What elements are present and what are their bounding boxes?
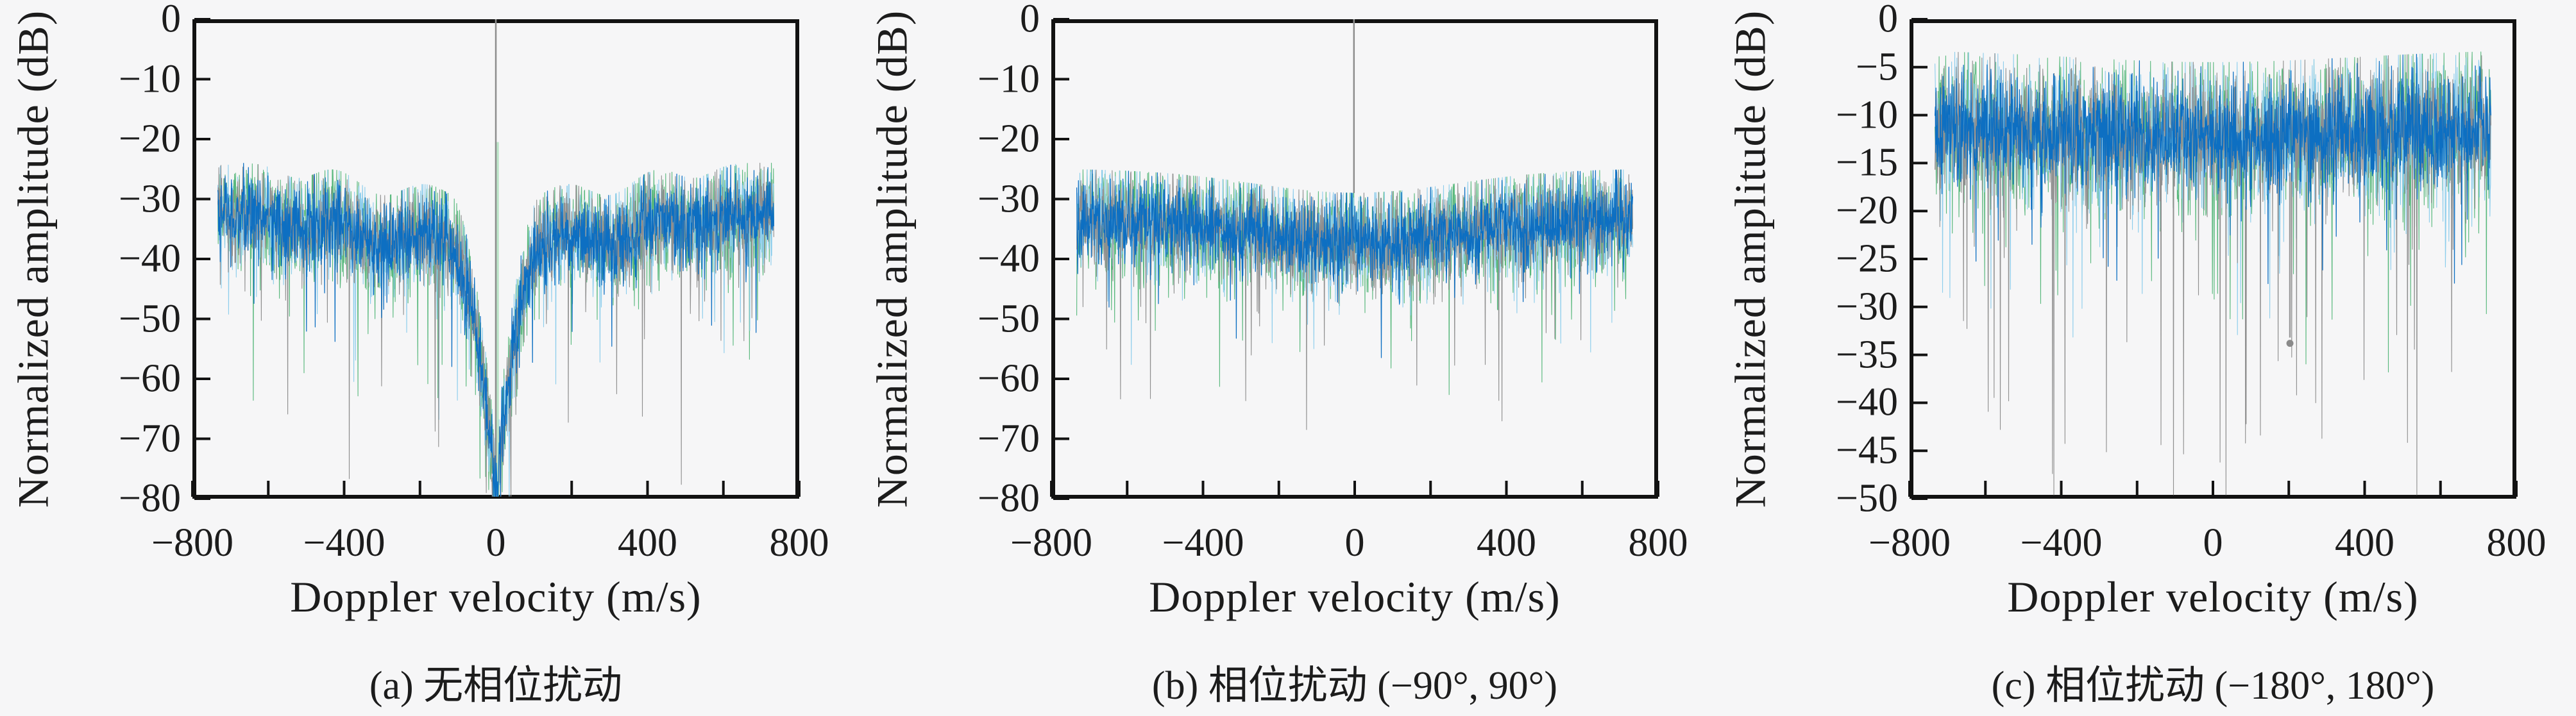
x-axis-title: Doppler velocity (m/s) [2007,572,2419,621]
y-axis-title: Normalized amplitude (dB) [8,10,58,508]
x-axis-title: Doppler velocity (m/s) [1149,572,1561,621]
y-tick-label: 0 [161,0,181,41]
y-tick-label: −20 [1836,188,1898,233]
y-axis-title: Normalized amplitude (dB) [867,10,917,508]
x-tick-label: −800 [151,521,233,565]
y-tick-label: 0 [1878,0,1898,41]
y-tick-label: −50 [119,297,181,340]
y-tick-label: −10 [119,57,181,101]
x-tick-label: −800 [1010,521,1092,565]
y-axis-title: Normalized amplitude (dB) [1725,10,1775,508]
y-tick-label: −10 [978,57,1040,101]
y-tick-label: −60 [978,356,1040,401]
y-tick-label: −70 [978,417,1040,460]
y-tick-label: −40 [978,237,1040,281]
x-axis-title: Doppler velocity (m/s) [290,572,702,621]
y-tick-label: 0 [1020,0,1040,41]
spectrum-plot-a [191,18,801,500]
y-tick-label: −10 [1836,93,1898,137]
subfigure-caption-c: (c) 相位扰动 (−180°, 180°) [1991,664,2435,708]
panel-a: Normalized amplitude (dB) Doppler veloci… [0,0,859,716]
y-tick-label: −40 [1836,380,1898,424]
x-tick-label: 0 [486,521,506,565]
x-tick-label: 400 [2335,521,2394,565]
y-tick-label: −70 [119,417,181,460]
plot-area-a [191,18,801,500]
plot-area-b [1050,18,1659,500]
x-tick-label: −400 [303,521,386,565]
x-tick-label: 800 [769,521,829,565]
y-tick-label: −30 [1836,285,1898,329]
x-tick-label: 400 [1477,521,1536,565]
y-tick-label: −40 [119,237,181,281]
spectrum-plot-c [1908,18,2518,500]
y-tick-label: −20 [978,117,1040,161]
x-tick-label: −400 [1162,521,1244,565]
y-tick-label: −50 [978,297,1040,340]
x-tick-label: 0 [2203,521,2223,565]
panel-b: Normalized amplitude (dB) Doppler veloci… [859,0,1718,716]
y-tick-label: −25 [1836,237,1898,281]
subfigure-caption-a: (a) 无相位扰动 [369,664,623,708]
y-tick-label: −30 [119,177,181,221]
y-tick-label: −50 [1836,476,1898,520]
y-tick-label: −80 [978,476,1040,520]
y-tick-label: −35 [1836,333,1898,377]
x-tick-label: 400 [618,521,677,565]
y-tick-label: −60 [119,356,181,401]
x-tick-label: −400 [2020,521,2103,565]
spectrum-plot-b [1050,18,1659,500]
plot-area-c [1908,18,2518,500]
subfigure-caption-b: (b) 相位扰动 (−90°, 90°) [1151,664,1558,708]
y-tick-label: −80 [119,476,181,520]
y-tick-label: −30 [978,177,1040,221]
panel-c: Normalized amplitude (dB) Doppler veloci… [1717,0,2576,716]
y-tick-label: −45 [1836,428,1898,472]
y-tick-label: −20 [119,117,181,161]
x-tick-label: 800 [2486,521,2546,565]
x-tick-label: 800 [1628,521,1688,565]
x-tick-label: 0 [1344,521,1365,565]
x-tick-label: −800 [1868,521,1951,565]
y-tick-label: −15 [1836,140,1898,185]
y-tick-label: −5 [1856,45,1898,89]
